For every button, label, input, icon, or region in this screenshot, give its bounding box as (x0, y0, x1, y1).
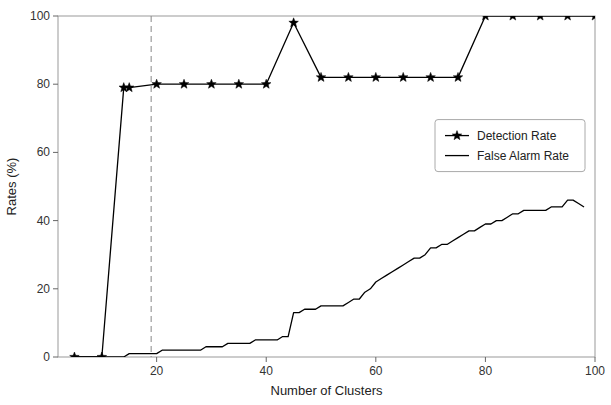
x-tick (375, 357, 376, 362)
point (563, 16, 573, 20)
x-axis-label: Number of Clusters (271, 383, 383, 398)
point (124, 83, 134, 92)
point (481, 16, 491, 20)
y-tick (53, 152, 58, 153)
plot-area (70, 16, 595, 357)
point (344, 72, 354, 81)
x-tick-label: 100 (585, 364, 605, 378)
y-tick-label: 100 (30, 9, 50, 23)
y-axis-label: Rates (%) (4, 158, 19, 216)
y-tick-label: 40 (37, 214, 51, 228)
x-tick-label: 20 (150, 364, 164, 378)
point (261, 79, 271, 88)
point (70, 352, 80, 357)
x-tick-label: 60 (369, 364, 383, 378)
legend: Detection Rate False Alarm Rate (435, 120, 585, 172)
point (179, 79, 189, 88)
legend-box (435, 120, 585, 172)
x-tick (595, 357, 596, 362)
y-tick (53, 288, 58, 289)
point (234, 79, 244, 88)
y-tick-label: 60 (37, 145, 51, 159)
point (453, 72, 463, 81)
legend-marker (452, 131, 462, 140)
plot-frame (58, 16, 595, 357)
point (316, 72, 326, 81)
y-tick-label: 20 (37, 282, 51, 296)
point (590, 16, 595, 20)
legend-label: Detection Rate (477, 129, 557, 143)
y-tick (53, 84, 58, 85)
legend-swatch (445, 155, 469, 156)
point (426, 72, 436, 81)
point (508, 16, 518, 20)
y-tick (53, 220, 58, 221)
legend-label: False Alarm Rate (477, 149, 569, 163)
point (535, 16, 545, 20)
point (398, 72, 408, 81)
point (207, 79, 217, 88)
y-tick-label: 80 (37, 77, 51, 91)
point (289, 18, 299, 27)
y-tick (53, 16, 58, 17)
x-tick (156, 357, 157, 362)
chart: 20 40 60 80 100 0 20 40 60 80 100 Number of Cluster… (0, 0, 611, 405)
x-tick-label: 80 (479, 364, 493, 378)
y-tick (53, 357, 58, 358)
x-tick (266, 357, 267, 362)
vertical-line (151, 16, 152, 357)
x-tick-label: 40 (260, 364, 274, 378)
y-tick-label: 0 (43, 350, 50, 364)
point (152, 79, 162, 88)
x-tick (485, 357, 486, 362)
point (371, 72, 381, 81)
series-line (74, 200, 584, 357)
point (97, 352, 107, 357)
series-line (74, 16, 595, 357)
